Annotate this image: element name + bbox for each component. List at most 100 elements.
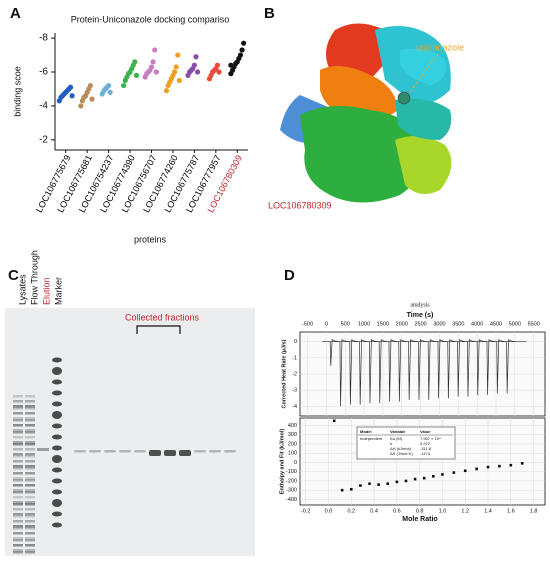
point — [191, 62, 197, 68]
band — [25, 496, 35, 499]
point — [193, 54, 199, 60]
band — [13, 467, 23, 470]
inset-header: Variable — [390, 429, 406, 434]
band — [25, 441, 35, 444]
marker-band — [52, 401, 62, 407]
panel-letter: B — [264, 5, 275, 22]
band — [13, 544, 23, 547]
injection-peak — [506, 339, 517, 394]
y-tick-label: -300 — [286, 488, 297, 494]
band — [13, 549, 23, 552]
band — [13, 436, 23, 439]
injection-peak — [388, 339, 399, 402]
marker-band — [52, 390, 62, 396]
y-tick-label: 200 — [288, 441, 297, 447]
band — [25, 419, 35, 422]
band — [13, 520, 23, 523]
chart-title: Protein-Uniconazole docking compariso — [71, 14, 230, 24]
band — [25, 549, 35, 552]
point — [171, 69, 178, 75]
x-axis-label: proteins — [134, 234, 167, 244]
lane-label: Marker — [53, 277, 63, 305]
marker-band — [52, 522, 62, 528]
point — [132, 59, 138, 65]
fractions-label: Collected fractions — [125, 312, 200, 322]
marker-band — [52, 489, 62, 495]
marker-band — [52, 445, 62, 451]
point — [441, 473, 444, 476]
injection-peak — [418, 339, 429, 400]
injection-peak — [378, 339, 390, 404]
band — [13, 515, 23, 518]
protein-label: LOC106780309 — [268, 200, 332, 210]
band — [13, 429, 23, 432]
band — [25, 477, 35, 480]
lane-label: Lysates — [17, 274, 27, 305]
point — [432, 475, 435, 478]
protein-surface — [280, 23, 452, 203]
point — [520, 462, 524, 465]
injection-peak — [339, 339, 350, 407]
band — [13, 424, 23, 427]
point — [475, 467, 478, 471]
inset-cell: n — [390, 441, 392, 446]
band — [13, 407, 23, 410]
band — [89, 450, 101, 453]
point — [163, 88, 170, 94]
y-tick-label: -2 — [39, 134, 48, 145]
band — [25, 424, 35, 427]
point — [486, 465, 490, 469]
band — [13, 539, 23, 542]
band — [13, 448, 23, 451]
injection-peak — [427, 339, 439, 400]
y-tick-label: -2 — [292, 371, 297, 377]
inset-cell: ΔH (kJ/mol) — [390, 446, 412, 451]
injection-peak — [476, 339, 488, 396]
band — [25, 443, 35, 446]
inset-cell: Ka (M) — [390, 436, 403, 441]
band — [25, 479, 35, 482]
band — [13, 443, 23, 446]
x-tick-label: 1.0 — [439, 508, 447, 514]
inset-header: Value — [420, 429, 431, 434]
x-tick-label: 0.0 — [325, 508, 333, 514]
band — [149, 450, 161, 456]
y-tick-label: -1 — [292, 355, 297, 361]
fractions-bracket — [136, 325, 181, 334]
band — [25, 484, 35, 487]
band — [25, 400, 35, 403]
point — [413, 477, 417, 481]
point — [404, 479, 408, 483]
band — [134, 450, 146, 453]
marker-band — [52, 434, 62, 440]
band — [25, 412, 35, 415]
x-tick-label: -500 — [302, 321, 313, 327]
injection-peak — [329, 339, 341, 366]
marker-band — [52, 499, 62, 507]
injection-peak — [398, 339, 409, 402]
point — [106, 82, 112, 89]
point — [173, 64, 179, 70]
band — [224, 450, 236, 453]
point — [107, 89, 113, 95]
x-tick-label: 4000 — [471, 321, 483, 327]
injection-peak — [408, 339, 419, 400]
band — [25, 395, 35, 398]
band — [13, 455, 23, 458]
band — [13, 484, 23, 487]
band — [25, 465, 35, 468]
y-tick-label: 100 — [288, 451, 297, 457]
x-tick-label: 5000 — [509, 321, 521, 327]
point — [78, 103, 84, 109]
point — [452, 471, 456, 474]
band — [13, 477, 23, 480]
band — [13, 419, 23, 422]
inset-header: Model — [360, 429, 372, 434]
inset-cell: 7.957 × 10⁴ — [420, 436, 441, 441]
x-tick-label: 0 — [325, 321, 328, 327]
band — [25, 417, 35, 420]
point — [89, 96, 95, 102]
y-tick-label: 0 — [294, 339, 297, 345]
band — [25, 431, 35, 434]
x-tick-label: 0.6 — [393, 508, 401, 514]
